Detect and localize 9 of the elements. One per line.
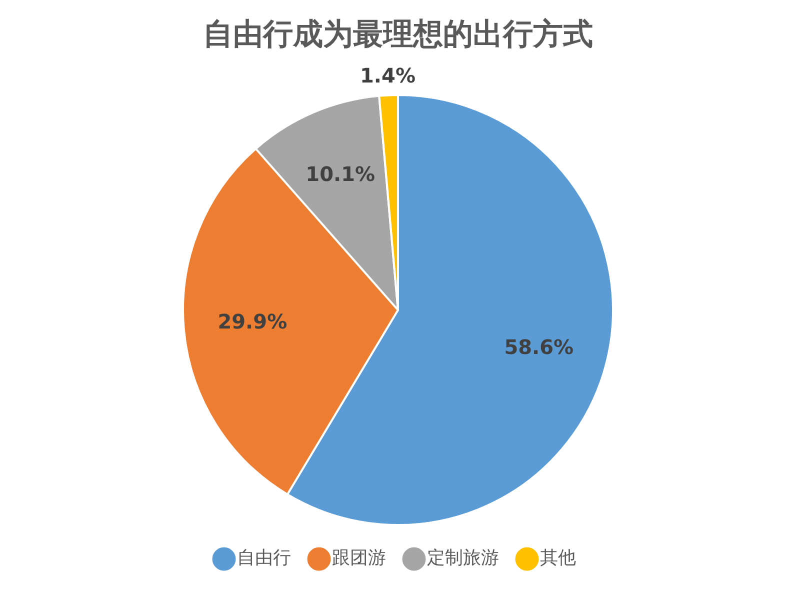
data-label: 1.4% — [360, 63, 416, 88]
data-label: 10.1% — [306, 162, 376, 186]
legend-label: 跟团游 — [332, 548, 386, 569]
chart-title: 自由行成为最理想的出行方式 — [203, 16, 593, 52]
legend-label: 定制旅游 — [427, 548, 499, 569]
data-label: 58.6% — [504, 335, 574, 360]
legend-label: 其他 — [540, 548, 576, 569]
data-label: 29.9% — [218, 310, 288, 334]
legend-label: 自由行 — [237, 548, 291, 569]
